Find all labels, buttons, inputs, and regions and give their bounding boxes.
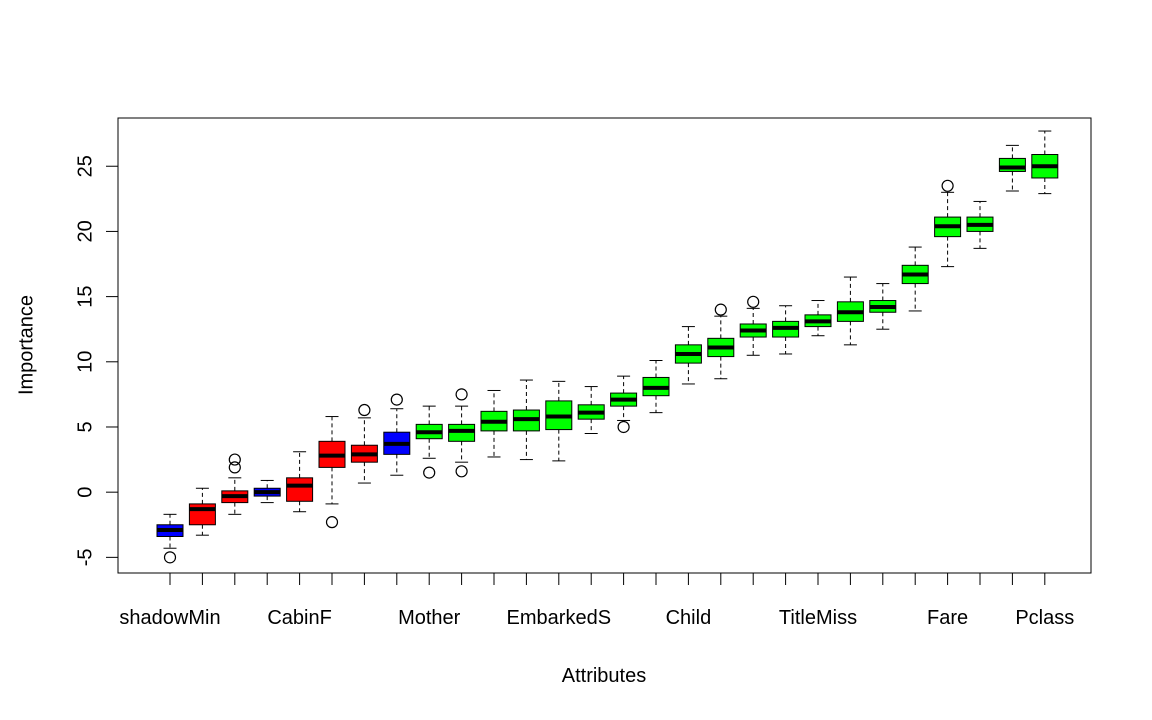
box-body	[286, 477, 314, 502]
y-tick-label: -5	[74, 548, 96, 566]
y-tick-label: 10	[74, 351, 96, 373]
outlier-point	[228, 461, 241, 474]
box-body	[188, 503, 216, 526]
box-11	[480, 389, 508, 458]
outlier-point	[455, 388, 468, 401]
box-13	[545, 380, 573, 462]
box-8	[383, 393, 411, 476]
y-axis-title: Importance	[15, 295, 37, 395]
box-7	[350, 403, 378, 484]
box-2	[188, 487, 216, 536]
x-tick-label: EmbarkedS	[507, 607, 612, 629]
box-21	[804, 300, 832, 337]
outlier-point	[228, 453, 241, 466]
box-3	[221, 453, 249, 515]
box-4	[253, 479, 281, 504]
box-23	[869, 283, 897, 330]
outlier-point	[423, 466, 436, 479]
outlier-point	[390, 393, 403, 406]
outlier-point	[163, 551, 177, 564]
box-18	[707, 303, 735, 380]
y-tick-label: 0	[74, 487, 96, 498]
x-tick-label: Fare	[927, 607, 968, 629]
box-12	[512, 379, 540, 461]
x-axis-title: Attributes	[562, 665, 646, 687]
box-6	[318, 416, 346, 529]
box-26	[966, 200, 994, 249]
outlier-point	[325, 516, 339, 529]
box-19	[739, 295, 767, 356]
y-tick-label: 25	[74, 155, 96, 177]
y-tick-label: 5	[74, 421, 96, 432]
x-tick-label: Child	[666, 607, 712, 629]
box-25	[934, 179, 962, 268]
x-tick-label: shadowMin	[119, 607, 220, 629]
x-tick-label: TitleMiss	[779, 607, 857, 629]
boxes-layer	[156, 130, 1059, 564]
box-5	[286, 451, 314, 513]
outlier-point	[714, 303, 727, 316]
y-axis: -5 0 5 10 15 20 25	[74, 155, 119, 566]
y-tick-label: 20	[74, 220, 96, 242]
x-tick-label: Pclass	[1015, 607, 1074, 629]
outlier-point	[747, 295, 760, 308]
box-27	[998, 144, 1026, 192]
box-9	[415, 405, 443, 479]
box-17	[674, 326, 702, 385]
box-1	[156, 513, 184, 564]
outlier-point	[941, 179, 954, 192]
y-tick-label: 15	[74, 285, 96, 307]
box-24	[901, 246, 929, 312]
box-22	[836, 276, 864, 346]
plot-frame	[117, 117, 1092, 574]
box-16	[642, 359, 670, 414]
box-14	[577, 386, 605, 435]
box-28	[1031, 130, 1059, 195]
x-axis: shadowMin CabinF Mother EmbarkedS Child Title…	[119, 572, 1074, 629]
x-tick-label: Mother	[398, 607, 461, 629]
outlier-point	[455, 465, 468, 478]
outlier-point	[358, 403, 371, 417]
box-15	[610, 375, 638, 434]
x-tick-label: CabinF	[267, 607, 331, 629]
box-10	[448, 388, 476, 478]
outlier-point	[617, 420, 630, 434]
box-20	[772, 305, 800, 355]
